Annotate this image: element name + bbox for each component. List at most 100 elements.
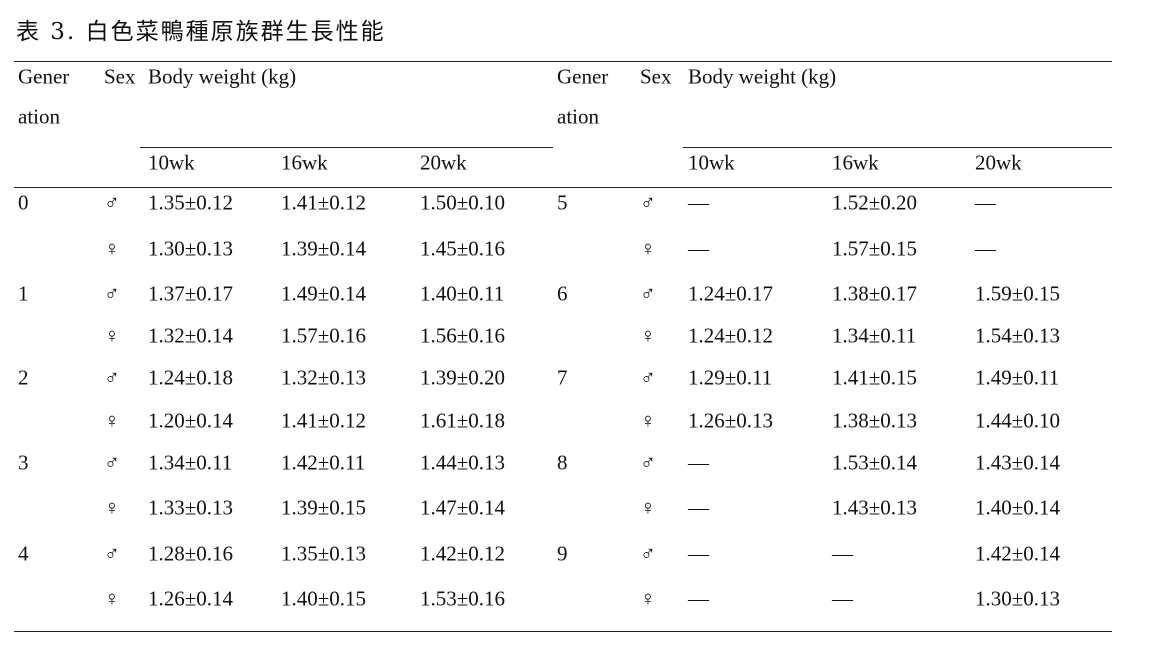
- weight: 1.44±0.10: [975, 408, 1061, 433]
- generation: 1: [18, 281, 29, 306]
- header-week: 16wk: [832, 150, 879, 175]
- weight: 1.40±0.15: [281, 586, 367, 611]
- weight: 1.42±0.12: [420, 541, 506, 566]
- generation: 6: [557, 281, 568, 306]
- sex: ♂: [104, 281, 120, 306]
- weight: 1.35±0.12: [148, 190, 234, 215]
- sex: ♂: [640, 281, 656, 306]
- weight: —: [688, 236, 709, 261]
- generation: 0: [18, 190, 29, 215]
- sex: ♂: [640, 190, 656, 215]
- weight: —: [688, 586, 709, 611]
- weight: —: [832, 541, 853, 566]
- weight: 1.34±0.11: [832, 323, 917, 348]
- header-week: 16wk: [281, 150, 328, 175]
- weight: 1.26±0.13: [688, 408, 774, 433]
- weight: 1.39±0.15: [281, 495, 367, 520]
- weight: 1.38±0.17: [832, 281, 918, 306]
- weight: 1.45±0.16: [420, 236, 506, 261]
- header-body-weight: Body weight (kg): [688, 64, 837, 89]
- weight: 1.53±0.16: [420, 586, 506, 611]
- header-sex: Sex: [104, 64, 136, 89]
- weight: 1.35±0.13: [281, 541, 367, 566]
- table-title: 表 3. 白色菜鴨種原族群生長性能: [16, 19, 386, 45]
- weight: 1.29±0.11: [688, 365, 773, 390]
- weight: —: [688, 190, 709, 215]
- sex: ♀: [104, 236, 120, 261]
- sex: ♀: [104, 323, 120, 348]
- weight: 1.39±0.14: [281, 236, 367, 261]
- generation: 4: [18, 541, 29, 566]
- weight: 1.40±0.11: [420, 281, 505, 306]
- generation: 2: [18, 365, 29, 390]
- sub-rule: [683, 147, 1112, 148]
- header-week: 10wk: [148, 150, 195, 175]
- weight: 1.43±0.13: [832, 495, 918, 520]
- weight: 1.32±0.13: [281, 365, 367, 390]
- weight: 1.44±0.13: [420, 450, 506, 475]
- weight: 1.37±0.17: [148, 281, 234, 306]
- header-week: 10wk: [688, 150, 735, 175]
- weight: 1.33±0.13: [148, 495, 234, 520]
- weight: 1.53±0.14: [832, 450, 918, 475]
- weight: 1.24±0.18: [148, 365, 234, 390]
- weight: 1.49±0.14: [281, 281, 367, 306]
- weight: 1.41±0.12: [281, 190, 367, 215]
- sex: ♀: [640, 236, 656, 261]
- bottom-rule: [14, 631, 1112, 632]
- top-rule: [14, 61, 1112, 62]
- weight: 1.42±0.14: [975, 541, 1061, 566]
- sex: ♀: [104, 408, 120, 433]
- weight: —: [975, 236, 996, 261]
- weight: 1.30±0.13: [148, 236, 234, 261]
- sex: ♀: [104, 586, 120, 611]
- weight: 1.28±0.16: [148, 541, 234, 566]
- weight: 1.57±0.15: [832, 236, 918, 261]
- sex: ♀: [104, 495, 120, 520]
- weight: 1.40±0.14: [975, 495, 1061, 520]
- sex: ♀: [640, 586, 656, 611]
- weight: 1.39±0.20: [420, 365, 506, 390]
- weight: 1.56±0.16: [420, 323, 506, 348]
- weight: 1.57±0.16: [281, 323, 367, 348]
- weight: —: [832, 586, 853, 611]
- weight: 1.30±0.13: [975, 586, 1061, 611]
- weight: 1.24±0.12: [688, 323, 774, 348]
- header-week: 20wk: [975, 150, 1022, 175]
- weight: —: [688, 495, 709, 520]
- sex: ♂: [104, 365, 120, 390]
- sex: ♀: [640, 495, 656, 520]
- generation: 7: [557, 365, 568, 390]
- generation: 9: [557, 541, 568, 566]
- weight: —: [975, 190, 996, 215]
- weight: 1.49±0.11: [975, 365, 1060, 390]
- header-generation: Gener: [18, 64, 70, 89]
- weight: 1.54±0.13: [975, 323, 1061, 348]
- header-generation: Gener: [557, 64, 609, 89]
- sex: ♀: [640, 323, 656, 348]
- header-rule: [14, 187, 1112, 188]
- header-generation: ation: [18, 104, 60, 129]
- weight: 1.42±0.11: [281, 450, 366, 475]
- header-generation: ation: [557, 104, 599, 129]
- generation: 8: [557, 450, 568, 475]
- generation: 3: [18, 450, 29, 475]
- weight: 1.38±0.13: [832, 408, 918, 433]
- sex: ♂: [640, 450, 656, 475]
- weight: 1.59±0.15: [975, 281, 1061, 306]
- weight: —: [688, 450, 709, 475]
- weight: 1.43±0.14: [975, 450, 1061, 475]
- weight: 1.34±0.11: [148, 450, 233, 475]
- weight: 1.50±0.10: [420, 190, 506, 215]
- weight: —: [688, 541, 709, 566]
- sex: ♂: [104, 450, 120, 475]
- sex: ♀: [640, 408, 656, 433]
- weight: 1.32±0.14: [148, 323, 234, 348]
- sex: ♂: [104, 190, 120, 215]
- weight: 1.61±0.18: [420, 408, 506, 433]
- header-body-weight: Body weight (kg): [148, 64, 297, 89]
- sub-rule: [140, 147, 553, 148]
- weight: 1.41±0.12: [281, 408, 367, 433]
- sex: ♂: [104, 541, 120, 566]
